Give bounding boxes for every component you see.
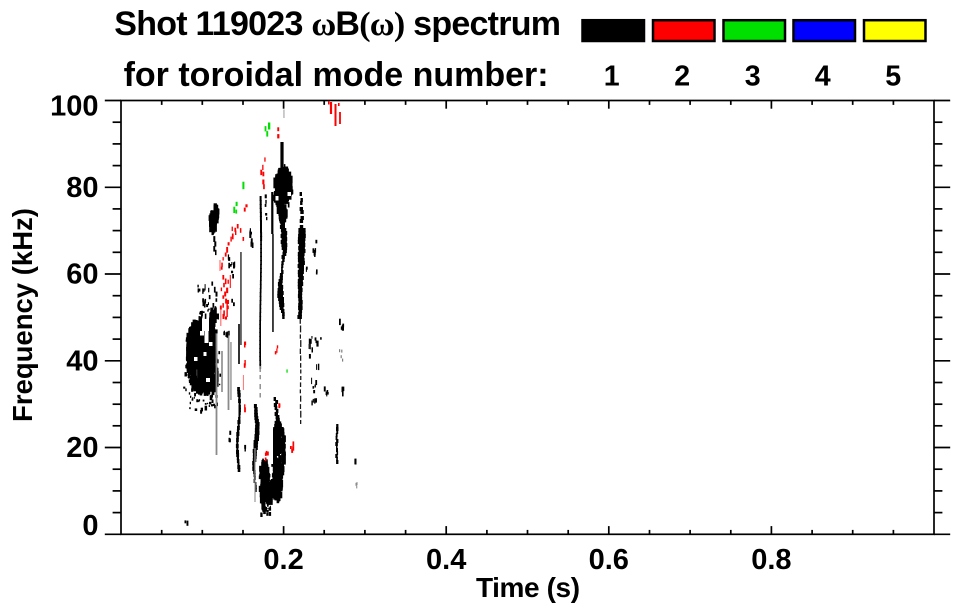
svg-text:0.8: 0.8 [751,544,791,576]
svg-text:0.6: 0.6 [589,544,629,576]
svg-text:60: 60 [66,259,98,291]
svg-text:5: 5 [885,60,901,92]
svg-text:0: 0 [82,510,98,542]
svg-text:2: 2 [674,60,690,92]
svg-text:100: 100 [50,91,98,123]
svg-text:for toroidal mode number:: for toroidal mode number: [124,56,549,94]
svg-text:40: 40 [66,346,98,378]
svg-text:0.2: 0.2 [263,544,303,576]
svg-text:Time (s): Time (s) [476,572,580,603]
svg-text:80: 80 [66,172,98,204]
svg-text:Frequency (kHz): Frequency (kHz) [7,208,38,422]
svg-text:20: 20 [66,432,98,464]
svg-text:1: 1 [604,60,620,92]
svg-text:3: 3 [745,60,761,92]
svg-text:0.4: 0.4 [426,544,466,576]
svg-text:Shot 119023 ωB(ω) spectrum: Shot 119023 ωB(ω) spectrum [114,5,560,43]
svg-text:4: 4 [815,60,831,92]
